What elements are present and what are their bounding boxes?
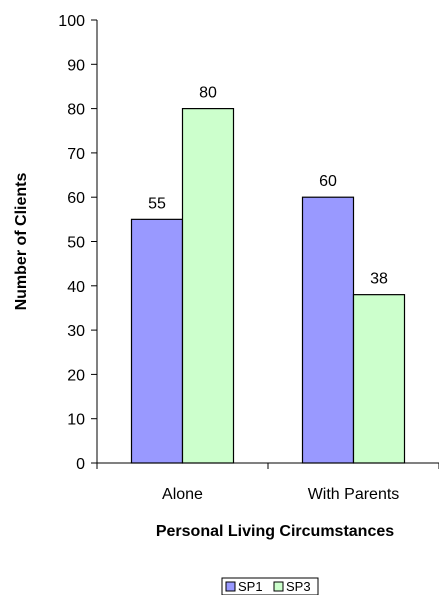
bar-sp1: [301, 196, 355, 464]
y-tick-label: 40: [67, 279, 85, 296]
legend-box: [221, 577, 319, 595]
x-tick-label: Alone: [162, 486, 203, 503]
y-tick-label: 50: [67, 235, 85, 252]
legend-swatch-sp1: [225, 581, 236, 592]
bar-sp3: [352, 294, 406, 464]
bars: [130, 107, 406, 464]
y-tick-label: 60: [67, 190, 85, 207]
y-tick-label: 0: [76, 456, 85, 473]
data-label: 60: [319, 173, 337, 190]
legend-label-sp3: SP3: [286, 579, 311, 594]
legend: SP1 SP3: [221, 577, 319, 595]
data-label: 38: [370, 271, 388, 288]
x-tick-label: With Parents: [308, 486, 400, 503]
y-axis-title: Number of Clients: [13, 173, 30, 311]
data-label: 80: [199, 85, 217, 102]
x-axis-title: Personal Living Circumstances: [156, 523, 394, 540]
y-tick-label: 100: [58, 13, 85, 30]
bar-sp1: [130, 218, 184, 464]
x-axis: Alone With Parents: [96, 462, 439, 503]
y-tick-label: 70: [67, 146, 85, 163]
data-label: 55: [148, 195, 166, 212]
y-tick-label: 10: [67, 412, 85, 429]
legend-swatch-sp3: [273, 581, 284, 592]
bar-sp3: [181, 107, 235, 464]
y-tick-label: 30: [67, 323, 85, 340]
y-tick-label: 90: [67, 57, 85, 74]
legend-label-sp1: SP1: [238, 579, 263, 594]
y-axis: 0 10 20 30 40 50 60 70 80 90 100: [58, 13, 98, 473]
y-tick-label: 20: [67, 367, 85, 384]
y-tick-label: 80: [67, 102, 85, 119]
data-labels: 55 80 60 38: [148, 85, 388, 288]
